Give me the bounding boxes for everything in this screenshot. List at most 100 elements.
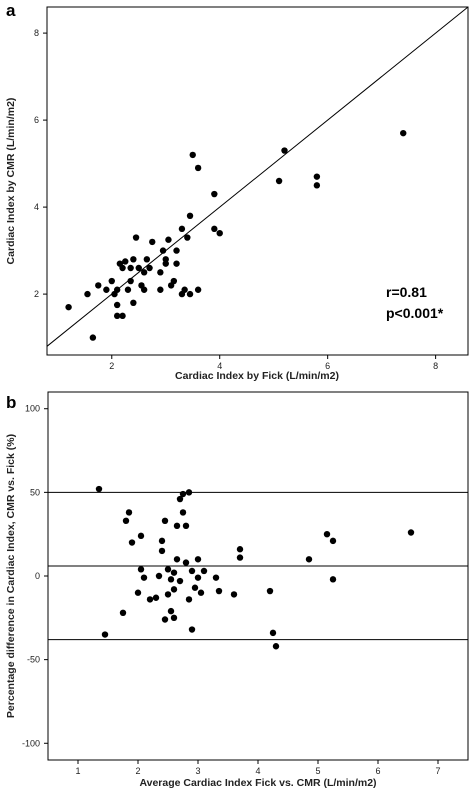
data-point [119, 609, 127, 616]
data-point [281, 147, 288, 154]
data-point [170, 614, 178, 622]
data-point [65, 303, 72, 311]
data-point [185, 489, 193, 496]
data-point [170, 569, 178, 576]
data-point [186, 290, 194, 298]
data-point [194, 556, 202, 563]
data-point [313, 182, 321, 189]
data-point [182, 559, 190, 566]
data-point [132, 234, 140, 241]
data-point [113, 301, 121, 309]
data-point [122, 258, 129, 265]
data-point [125, 509, 133, 516]
data-point [173, 522, 181, 530]
data-point [158, 547, 166, 555]
panel-a-y-ticks: 2 4 6 8 [34, 28, 47, 299]
data-point [176, 495, 184, 503]
data-point [173, 260, 180, 267]
data-point [157, 286, 164, 293]
data-point [407, 529, 415, 536]
panel-a-y-axis-label-text: Cardiac Index by CMR (L/min/m2) [5, 98, 17, 265]
data-point [211, 225, 218, 233]
panel-a-x-axis-label: Cardiac Index by Fick (L/min/m2) [175, 370, 339, 382]
panel-b-x-axis-label-text: Average Cardiac Index Fick vs. CMR (L/mi… [139, 777, 376, 789]
x-tick-label: 7 [435, 766, 440, 776]
data-point [137, 566, 145, 573]
x-tick-label: 4 [217, 361, 222, 371]
data-point [149, 238, 156, 246]
data-point [134, 589, 142, 596]
data-point [95, 282, 102, 289]
x-tick-label: 3 [195, 766, 200, 776]
data-point [176, 577, 184, 585]
data-point [179, 509, 187, 516]
data-point [101, 631, 109, 638]
data-point [266, 587, 274, 595]
data-point [236, 554, 244, 561]
data-point [95, 485, 103, 493]
data-point [127, 264, 134, 272]
data-point [155, 572, 163, 580]
y-tick-label: -100 [22, 738, 40, 748]
data-point [165, 236, 172, 243]
panel-a-y-axis-label: Cardiac Index by CMR (L/min/m2) [5, 98, 17, 265]
data-point [140, 269, 148, 276]
data-point [170, 277, 178, 285]
data-point [329, 576, 337, 583]
data-point [84, 290, 91, 298]
data-point [178, 225, 186, 233]
y-tick-label: 4 [34, 202, 39, 212]
data-point [305, 556, 313, 563]
data-point [130, 256, 137, 263]
panel-a-points [65, 129, 407, 341]
data-point [135, 264, 142, 272]
data-point [173, 247, 180, 254]
data-point [103, 286, 110, 293]
data-point [194, 164, 202, 172]
data-point [128, 539, 136, 546]
data-point [329, 537, 337, 545]
data-point [164, 591, 172, 598]
data-point [158, 537, 166, 545]
data-point [161, 517, 169, 524]
data-point [194, 286, 202, 293]
reference-lines [48, 491, 468, 641]
data-point [185, 596, 193, 603]
data-point [89, 334, 97, 341]
data-point [173, 556, 181, 563]
y-tick-label: 8 [34, 28, 39, 38]
data-point [167, 576, 175, 583]
data-point [113, 286, 121, 293]
y-tick-label: 50 [30, 487, 40, 497]
data-point [194, 574, 202, 581]
panel-a-frame [46, 6, 469, 356]
data-point [113, 312, 121, 320]
data-point [191, 584, 199, 591]
data-point [122, 517, 130, 524]
data-point [182, 522, 190, 530]
data-point [200, 567, 208, 575]
data-point [216, 230, 223, 237]
y-tick-label: 2 [34, 289, 39, 299]
panel-b-letter: b [6, 393, 16, 412]
data-point [211, 190, 218, 198]
data-point [323, 530, 331, 538]
y-tick-label: 6 [34, 115, 39, 125]
data-point [127, 277, 134, 285]
panel-b-frame [47, 391, 469, 761]
data-point [275, 177, 283, 185]
data-point [164, 566, 172, 573]
data-point [143, 256, 151, 263]
data-point [124, 286, 132, 293]
data-point [178, 290, 186, 298]
panel-b-y-ticks: -100 -50 0 50 100 [22, 404, 48, 748]
annotation-p: p<0.001* [386, 305, 444, 321]
x-tick-label: 4 [255, 766, 260, 776]
annotation-r: r=0.81 [386, 284, 427, 300]
data-point [212, 574, 220, 581]
y-tick-label: -50 [27, 655, 40, 665]
data-point [230, 591, 238, 598]
panel-b-y-axis-label: Percentage difference in Cardiac Index, … [5, 434, 17, 718]
data-point [215, 587, 223, 595]
